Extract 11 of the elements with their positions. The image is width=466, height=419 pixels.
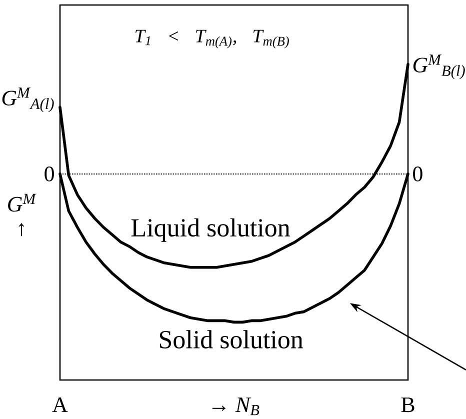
- text: G$^{M}$B(l): [413, 54, 465, 80]
- x-tick-label: B: [401, 398, 414, 412]
- chart-title: T$_{1}$ < T$_{m(A)}$, T$_{m(B)}$: [136, 30, 289, 48]
- text: 0: [413, 166, 422, 182]
- x-axis-title: → N$_{B}$: [212, 398, 260, 416]
- series-label: Solid solution: [160, 330, 304, 348]
- text: 0: [44, 166, 54, 182]
- x-tick-label: A: [52, 397, 68, 412]
- text: G$^{M}$ ↑: [8, 194, 36, 236]
- text: G$^{M}$A(l): [2, 88, 54, 112]
- series-label: Liquid solution: [131, 218, 290, 242]
